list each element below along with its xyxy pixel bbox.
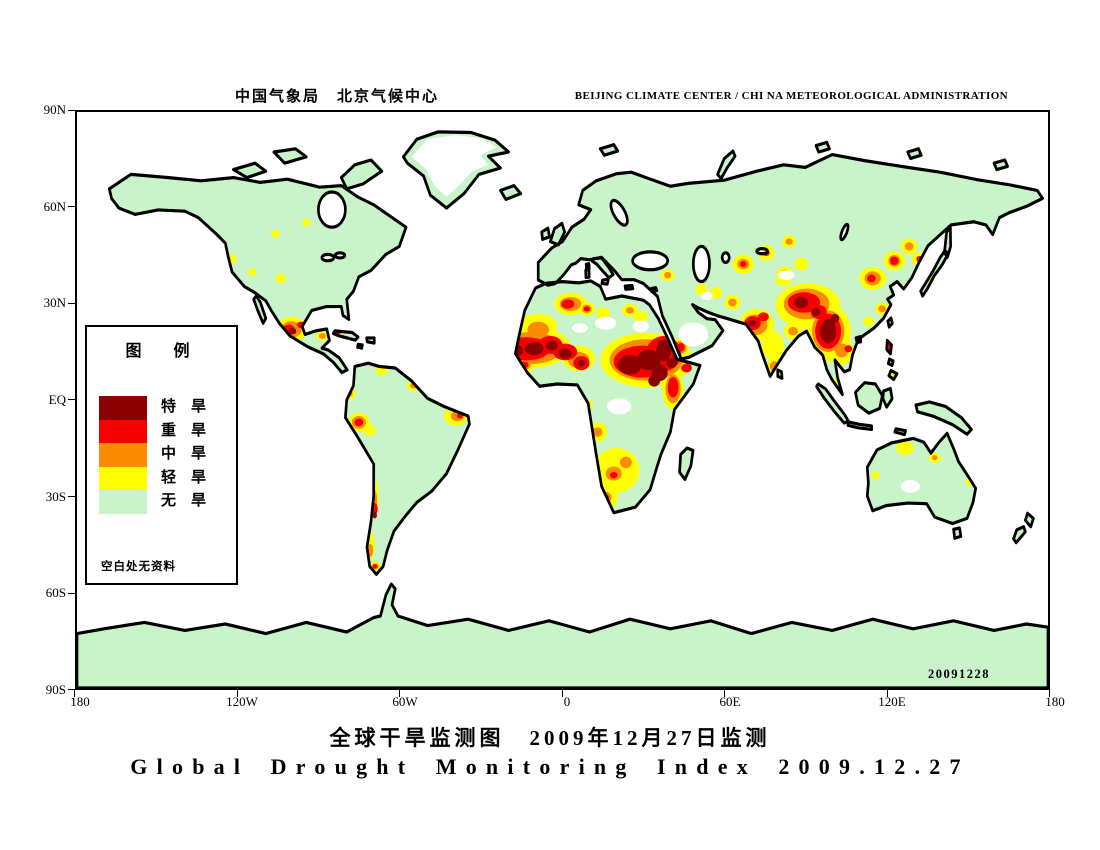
header-cn: 中国气象局 北京气候中心 xyxy=(234,89,439,105)
lat-label: 30S xyxy=(45,489,66,504)
lon-label: 180 xyxy=(70,694,90,709)
axis-tick xyxy=(399,690,400,697)
axis-tick xyxy=(68,303,75,304)
lon-label: 120W xyxy=(226,694,258,709)
lat-label: 90S xyxy=(45,682,66,697)
axis-tick xyxy=(887,690,888,697)
axis-tick xyxy=(237,690,238,697)
axis-tick xyxy=(68,206,75,207)
world-map xyxy=(77,130,1048,688)
inland-water-layer xyxy=(317,190,850,284)
lon-label: 0 xyxy=(563,694,571,709)
legend-title: 图 例 xyxy=(125,343,198,360)
lat-label: 90N xyxy=(43,102,66,117)
axis-tick xyxy=(68,689,75,690)
axis-tick xyxy=(68,399,75,400)
axis-tick xyxy=(68,593,75,594)
lon-label: 180 xyxy=(1045,694,1065,709)
legend-swatch-moderate xyxy=(99,443,147,467)
legend-label-light: 轻 旱 xyxy=(161,469,207,486)
lon-label: 120E xyxy=(878,694,906,709)
no-data-layer xyxy=(411,135,920,493)
axis-tick xyxy=(562,690,563,697)
legend-note: 空白处无资料 xyxy=(101,561,176,573)
lat-label: 60S xyxy=(45,585,66,600)
legend: 图 例 特 旱 重 旱 中 旱 轻 旱 无 旱 空白处无资料 xyxy=(85,325,238,585)
axis-tick xyxy=(1049,690,1050,697)
axis-tick xyxy=(74,690,75,697)
datestamp: 20091228 xyxy=(928,667,990,681)
legend-label-severe: 重 旱 xyxy=(161,422,207,439)
legend-swatch-none xyxy=(99,490,147,514)
lon-label: 60E xyxy=(719,694,741,709)
title-cn: 全球干旱监测图 2009年12月27日监测 xyxy=(329,726,771,750)
extreme-drought-blobs xyxy=(289,296,840,519)
legend-label-none: 无 旱 xyxy=(161,493,207,509)
legend-label-moderate: 中 旱 xyxy=(161,446,207,462)
lat-label: EQ xyxy=(48,392,66,407)
header-en: BEIJING CLIMATE CENTER / CHI NA METEOROL… xyxy=(574,90,1008,102)
legend-swatch-severe xyxy=(99,419,147,443)
axis-tick xyxy=(68,496,75,497)
legend-swatch-extreme xyxy=(99,396,147,420)
legend-swatch-light xyxy=(99,466,147,490)
lat-label: 60N xyxy=(43,199,66,214)
lat-label: 30N xyxy=(43,295,66,310)
title-en: Global Drought Monitoring Index 2009.12.… xyxy=(130,754,970,779)
axis-tick xyxy=(724,690,725,697)
legend-label-extreme: 特 旱 xyxy=(161,399,207,415)
lon-label: 60W xyxy=(392,694,418,709)
axis-tick xyxy=(68,110,75,111)
